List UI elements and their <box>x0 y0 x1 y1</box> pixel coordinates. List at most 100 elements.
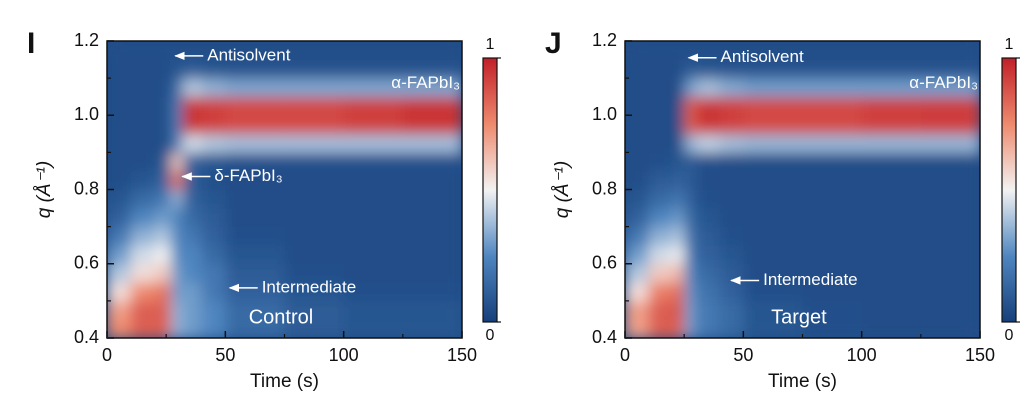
heatmap-cell <box>284 152 345 172</box>
heatmap-cell <box>225 245 285 265</box>
heatmap-cell <box>201 170 226 190</box>
heatmap-cell <box>154 208 172 228</box>
heatmap-cell <box>201 133 226 153</box>
y-tick-label: 1.0 <box>592 104 617 124</box>
heatmap-cell <box>284 226 345 246</box>
y-tick-label: 0.8 <box>74 178 99 198</box>
heatmap-cell <box>170 170 184 190</box>
heatmap-cell <box>343 170 404 190</box>
heatmap-cell <box>201 319 226 338</box>
heatmap-cell <box>402 319 462 338</box>
heatmap-cell <box>625 263 650 283</box>
heatmap-cell <box>696 115 721 135</box>
heatmap-cell <box>802 319 863 338</box>
heatmap-cell <box>182 189 203 209</box>
panel-label: I <box>27 27 35 60</box>
heatmap-cell <box>154 152 172 172</box>
heatmap-cell <box>130 115 155 135</box>
heatmap-cell <box>684 152 697 172</box>
heatmap-cell <box>201 59 226 79</box>
heatmap-cell <box>743 133 803 153</box>
heatmap-cell <box>402 59 462 79</box>
heatmap-cell <box>170 208 184 228</box>
heatmap-cell <box>284 208 345 228</box>
heatmap-cell <box>672 189 685 209</box>
heatmap-cell <box>684 78 697 98</box>
heatmap-cell <box>802 78 863 98</box>
heatmap-cell <box>672 59 685 79</box>
heatmap-cell <box>402 41 462 61</box>
heatmap-cell <box>182 170 203 190</box>
heatmap-cell <box>861 41 922 61</box>
heatmap-cell <box>684 245 697 265</box>
heatmap-cell <box>107 300 132 320</box>
heatmap-cell <box>861 319 922 338</box>
heatmap-cell <box>648 263 673 283</box>
heatmap-cell <box>625 245 650 265</box>
heatmap-cell <box>170 78 184 98</box>
heatmap-cell <box>743 78 803 98</box>
heatmap-cell <box>719 152 744 172</box>
heatmap-cell <box>920 208 980 228</box>
heatmap-cell <box>684 133 697 153</box>
annotation: Antisolvent <box>721 47 804 66</box>
heatmap-cell <box>182 208 203 228</box>
heatmap-cell <box>672 96 685 116</box>
heatmap-cell <box>154 170 172 190</box>
heatmap-cell <box>802 59 863 79</box>
heatmap-cell <box>625 41 650 61</box>
heatmap-cell <box>696 282 721 302</box>
heatmap-cell <box>107 59 132 79</box>
heatmap-cell <box>225 96 285 116</box>
heatmap-cell <box>130 78 155 98</box>
heatmap-cell <box>201 226 226 246</box>
annotation: α-FAPbI₃ <box>909 73 978 92</box>
heatmap-cell <box>107 319 132 338</box>
x-tick-label: 50 <box>215 345 235 365</box>
heatmap-cell <box>225 319 285 338</box>
colorbar-tick-label: 1 <box>486 36 495 53</box>
heatmap-cell <box>154 226 172 246</box>
heatmap-cell <box>130 170 155 190</box>
heatmap-cell <box>672 78 685 98</box>
heatmap-cell <box>170 245 184 265</box>
heatmap-cell <box>625 189 650 209</box>
heatmap-cell <box>743 96 803 116</box>
heatmap-cell <box>170 189 184 209</box>
heatmap-cell <box>343 152 404 172</box>
heatmap-cell <box>684 189 697 209</box>
heatmap-cell <box>343 115 404 135</box>
heatmap-cell <box>684 96 697 116</box>
heatmap-cell <box>343 59 404 79</box>
heatmap-cell <box>719 282 744 302</box>
heatmap-cell <box>182 59 203 79</box>
heatmap-cell <box>130 59 155 79</box>
heatmap-cell <box>154 133 172 153</box>
heatmap-cell <box>343 319 404 338</box>
heatmap-cell <box>182 319 203 338</box>
heatmap-cell <box>920 226 980 246</box>
y-tick-label: 0.4 <box>592 327 617 347</box>
heatmap-cell <box>154 189 172 209</box>
heatmap-cell <box>743 189 803 209</box>
plot-area <box>625 41 980 338</box>
heatmap-cell <box>696 133 721 153</box>
heatmap-cell <box>684 300 697 320</box>
heatmap-cell <box>154 263 172 283</box>
heatmap-cell <box>648 59 673 79</box>
x-tick-label: 100 <box>847 345 877 365</box>
heatmap-cell <box>625 152 650 172</box>
heatmap-cell <box>170 263 184 283</box>
heatmap-cell <box>343 282 404 302</box>
heatmap-cell <box>696 300 721 320</box>
x-tick-label: 0 <box>620 345 630 365</box>
heatmap-cell <box>920 152 980 172</box>
heatmap-cell <box>920 41 980 61</box>
heatmap-cell <box>802 115 863 135</box>
heatmap-cell <box>861 152 922 172</box>
heatmap-cell <box>130 189 155 209</box>
x-tick-label: 0 <box>102 345 112 365</box>
heatmap-cell <box>284 78 345 98</box>
heatmap-cell <box>402 263 462 283</box>
heatmap-cell <box>343 189 404 209</box>
